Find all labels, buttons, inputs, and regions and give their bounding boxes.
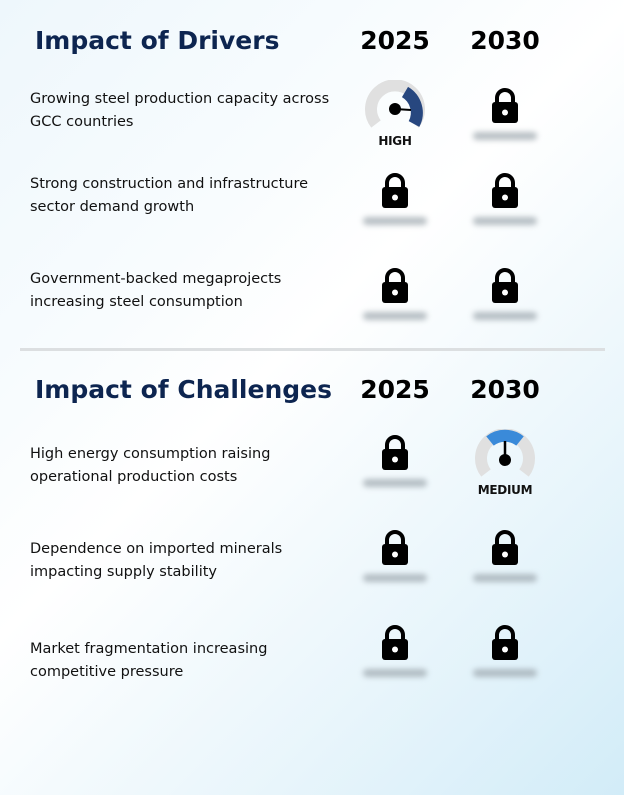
challenge-label: High energy consumption raising operatio…	[30, 446, 271, 485]
locked-cell[interactable]	[350, 173, 440, 225]
locked-cell[interactable]	[460, 173, 550, 225]
gauge-high-icon	[365, 79, 425, 128]
blurred-value	[363, 479, 427, 487]
blurred-value	[473, 312, 537, 320]
gauge-medium: MEDIUM	[460, 428, 550, 497]
drivers-header: Impact of Drivers 2025 2030	[0, 26, 624, 66]
challenge-label: Dependence on imported minerals impactin…	[30, 541, 283, 580]
locked-cell[interactable]	[460, 530, 550, 582]
blurred-value	[473, 217, 537, 225]
lock-icon	[492, 173, 518, 208]
drivers-year-2025: 2025	[360, 26, 430, 55]
driver-row: Government-backed megaprojects increasin…	[0, 268, 624, 348]
driver-label: Government-backed megaprojects increasin…	[30, 271, 282, 310]
challenges-header: Impact of Challenges 2025 2030	[0, 375, 624, 415]
driver-label: Growing steel production capacity across…	[30, 91, 330, 130]
challenges-year-2030: 2030	[470, 375, 540, 404]
lock-icon	[382, 435, 408, 470]
blurred-value	[363, 574, 427, 582]
gauge-level-label: MEDIUM	[477, 483, 533, 497]
driver-label: Strong construction and infrastructure s…	[30, 176, 309, 215]
lock-icon	[382, 625, 408, 660]
lock-icon	[492, 88, 518, 123]
blurred-value	[363, 217, 427, 225]
challenges-title: Impact of Challenges	[35, 375, 332, 404]
locked-cell[interactable]	[460, 88, 550, 140]
blurred-value	[363, 669, 427, 677]
lock-icon	[382, 173, 408, 208]
blurred-value	[363, 312, 427, 320]
gauge-level-label: HIGH	[378, 134, 412, 148]
driver-row: Strong construction and infrastructure s…	[0, 173, 624, 253]
lock-icon	[382, 268, 408, 303]
locked-cell[interactable]	[350, 268, 440, 320]
lock-icon	[492, 530, 518, 565]
blurred-value	[473, 132, 537, 140]
locked-cell[interactable]	[350, 625, 440, 677]
challenges-year-2025: 2025	[360, 375, 430, 404]
challenge-label: Market fragmentation increasing competit…	[30, 641, 268, 680]
locked-cell[interactable]	[460, 625, 550, 677]
locked-cell[interactable]	[460, 268, 550, 320]
section-divider	[20, 348, 605, 351]
locked-cell[interactable]	[350, 530, 440, 582]
lock-icon	[382, 530, 408, 565]
lock-icon	[492, 268, 518, 303]
drivers-title: Impact of Drivers	[35, 26, 280, 55]
blurred-value	[473, 669, 537, 677]
lock-icon	[492, 625, 518, 660]
challenge-row: Market fragmentation increasing competit…	[0, 625, 624, 718]
challenge-row: High energy consumption raising operatio…	[0, 428, 624, 523]
driver-row: Growing steel production capacity across…	[0, 79, 624, 168]
gauge-high: HIGH	[350, 79, 440, 148]
challenge-row: Dependence on imported minerals impactin…	[0, 530, 624, 618]
drivers-year-2030: 2030	[470, 26, 540, 55]
blurred-value	[473, 574, 537, 582]
locked-cell[interactable]	[350, 435, 440, 487]
gauge-medium-icon	[475, 428, 535, 477]
